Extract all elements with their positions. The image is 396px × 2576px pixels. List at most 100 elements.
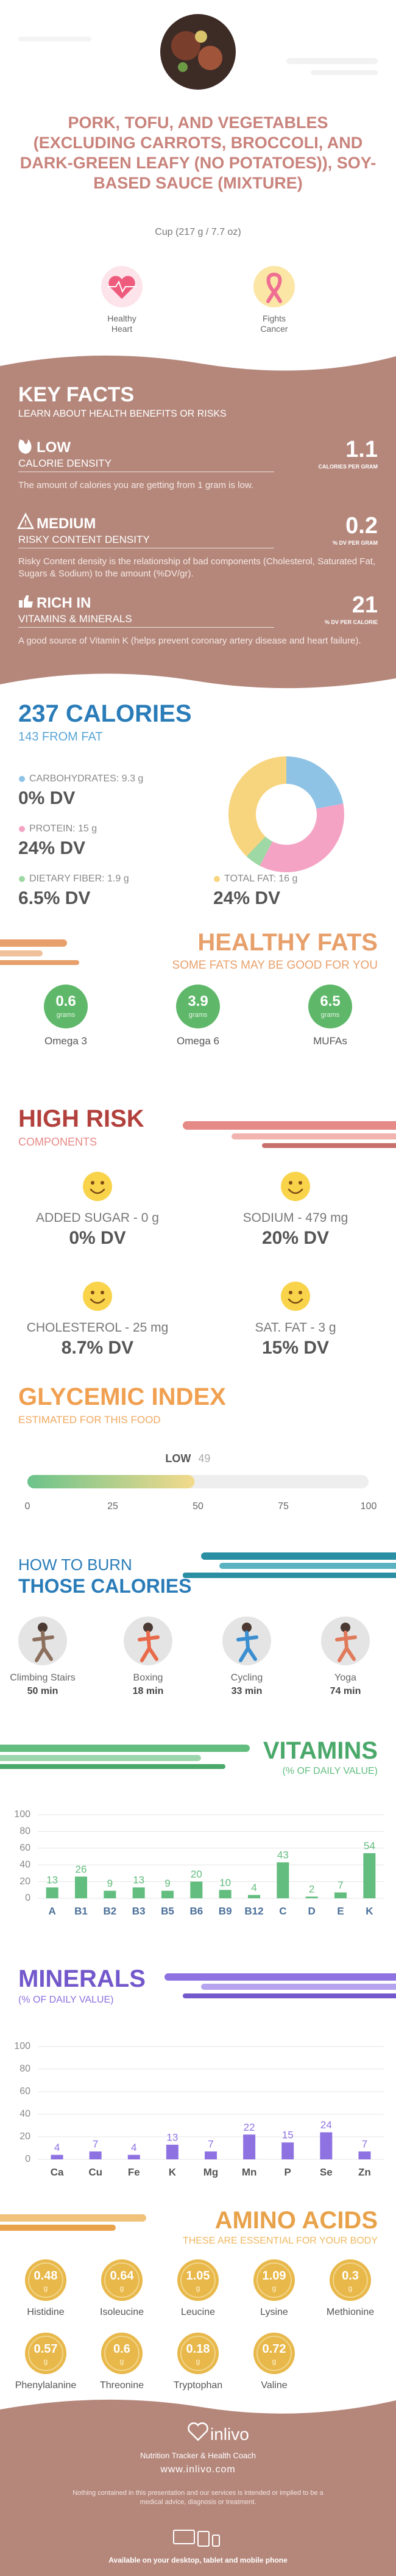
x-tick-label: E — [337, 1905, 344, 1917]
brush — [183, 1573, 396, 1578]
amino-circle — [104, 2336, 140, 2371]
smiley — [90, 1188, 105, 1194]
bar — [277, 1862, 289, 1898]
x-tick-label: Mg — [203, 2166, 219, 2178]
fact-text: A good source of Vitamin K (helps preven… — [18, 636, 361, 646]
amino-unit: g — [119, 2284, 124, 2292]
amino-circle — [177, 2259, 219, 2301]
fact-value: 21 — [352, 592, 378, 618]
x-tick-label: Fe — [128, 2166, 140, 2178]
brush — [0, 950, 43, 956]
badge-icon — [108, 276, 135, 299]
amino-value: 0.57 — [34, 2342, 58, 2356]
amino-name: Histidine — [27, 2307, 65, 2317]
amino-unit: g — [43, 2357, 48, 2366]
section-title: 237 CALORIES — [18, 700, 192, 727]
amino-value: 0.64 — [110, 2269, 134, 2283]
x-tick-label: 25 — [107, 1501, 118, 1512]
brush — [201, 1552, 396, 1560]
section-subtitle: THESE ARE ESSENTIAL FOR YOUR BODY — [182, 2236, 378, 2246]
bar — [46, 1887, 58, 1898]
brush — [0, 1764, 225, 1769]
thumb-icon — [19, 595, 33, 608]
fact-text: The amount of calories you are getting f… — [18, 480, 254, 490]
bar — [132, 1887, 145, 1898]
amino-unit: g — [196, 2357, 200, 2366]
fact-level: RICH IN — [37, 595, 91, 611]
bar — [89, 2151, 102, 2159]
smiley — [90, 1298, 105, 1304]
fact-unit: % DV PER CALORIE — [324, 619, 378, 625]
x-tick-label: B12 — [244, 1905, 263, 1917]
amino-circle — [25, 2259, 66, 2301]
amino-circle — [256, 2336, 292, 2371]
section-title: HIGH RISK — [18, 1105, 144, 1132]
amino-name: Methionine — [326, 2307, 375, 2317]
x-tick-label: Ca — [51, 2166, 64, 2178]
amino-value: 1.05 — [186, 2269, 210, 2283]
y-tick-label: 60 — [19, 2086, 30, 2097]
brush — [262, 1143, 396, 1148]
smiley — [83, 1282, 112, 1311]
brush — [18, 37, 91, 41]
badge-icon — [253, 266, 295, 307]
risk-label: SAT. FAT - 3 g — [255, 1321, 336, 1335]
y-tick-label: 0 — [25, 1893, 30, 1903]
device-icon — [197, 2531, 210, 2547]
activity-icon — [143, 1623, 153, 1632]
amino-name: Leucine — [180, 2307, 216, 2317]
y-tick-label: 20 — [19, 1876, 30, 1887]
smiley — [289, 1291, 292, 1294]
flame-icon — [18, 439, 32, 454]
activity-name: Boxing — [133, 1673, 163, 1683]
amino-unit: g — [272, 2284, 277, 2292]
value-label: 9 — [164, 1878, 170, 1889]
bar — [75, 1876, 87, 1898]
x-tick-label: B2 — [103, 1905, 116, 1917]
fat-value: 3.9 — [188, 993, 208, 1010]
bar — [161, 1890, 174, 1898]
section-subtitle: COMPONENTS — [18, 1136, 97, 1148]
amino-circle — [253, 2259, 295, 2301]
fat-circle — [44, 985, 88, 1028]
section-title: HEALTHY FATS — [197, 929, 378, 956]
amino-name: Valine — [261, 2380, 288, 2391]
y-tick-label: 100 — [14, 2041, 30, 2051]
x-tick-label: D — [308, 1905, 316, 1917]
serving-size: Cup (217 g / 7.7 oz) — [155, 227, 241, 237]
brush — [0, 2214, 146, 2222]
smiley — [91, 1291, 94, 1294]
x-tick-label: Cu — [88, 2166, 102, 2178]
activity-time: 18 min — [132, 1686, 164, 1696]
donut-slice — [228, 756, 286, 856]
activity-icon — [242, 1623, 252, 1632]
section-subtitle: LEARN ABOUT HEALTH BENEFITS OR RISKS — [18, 409, 227, 419]
fact-unit: % DV PER GRAM — [332, 540, 378, 546]
smiley — [299, 1291, 302, 1294]
amino-name: Phenylalanine — [15, 2380, 77, 2391]
y-tick-label: 60 — [19, 1843, 30, 1853]
value-label: 13 — [46, 1875, 58, 1886]
x-tick-label: A — [49, 1905, 56, 1917]
smiley — [91, 1181, 94, 1185]
brush — [183, 1121, 396, 1130]
activity-icon — [341, 1623, 350, 1632]
section-title: KEY FACTS — [18, 383, 135, 406]
footer-background — [0, 2399, 396, 2576]
section-subtitle: SOME FATS MAY BE GOOD FOR YOU — [172, 959, 378, 972]
fat-unit: grams — [56, 1011, 76, 1019]
brush — [0, 1755, 201, 1761]
smiley — [288, 1298, 303, 1304]
brush — [219, 1563, 396, 1569]
x-tick-label: K — [169, 2166, 177, 2178]
value-label: 15 — [282, 2129, 294, 2141]
fact-value: 1.1 — [345, 437, 378, 462]
x-tick-label: 75 — [278, 1501, 289, 1512]
legend-dot — [214, 876, 220, 882]
badge-label: Healthy Heart — [107, 314, 136, 334]
x-tick-label: B6 — [189, 1905, 203, 1917]
bar — [127, 2154, 140, 2159]
section-background — [0, 355, 396, 689]
bar — [243, 2134, 256, 2159]
